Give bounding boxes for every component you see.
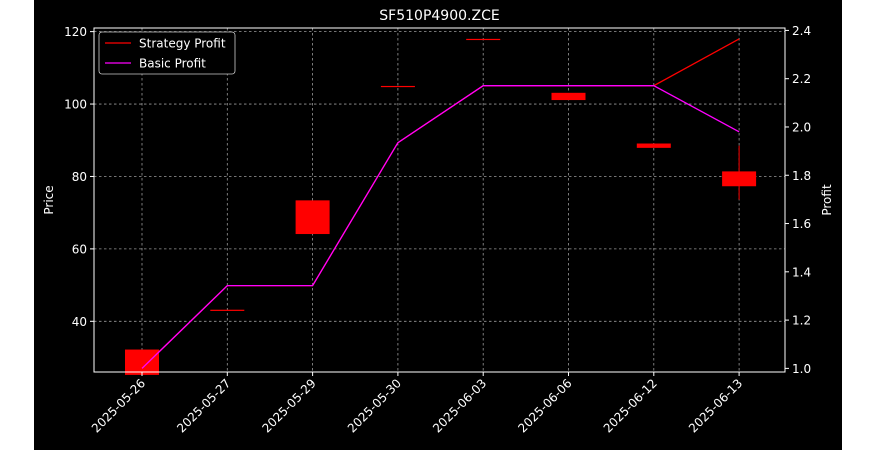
y-right-tick-label: 1.6 [792,217,811,231]
candles [125,38,757,375]
figure-background [34,0,842,450]
grid-lines [94,28,785,372]
legend-label-0: Strategy Profit [139,37,226,51]
y-right-tick-label: 1.8 [792,169,811,183]
y-left-tick-label: 60 [72,242,87,256]
legend: Strategy Profit Basic Profit [98,31,236,75]
candle-body [210,309,245,311]
candle-body [466,38,501,41]
series-line-1 [141,85,740,369]
y-left-tick-label: 120 [64,25,87,39]
y-left-axis-label: Price [42,185,56,214]
y-left-tick-label: 100 [64,98,87,112]
y-right-tick-label: 1.2 [792,314,811,328]
chart-title: SF510P4900.ZCE [379,8,499,24]
candle [466,38,501,41]
candle-body [722,171,757,187]
candle-body [636,143,671,148]
y-right-tick-label: 2.4 [792,24,811,38]
legend-box [98,31,236,75]
y-right-tick-label: 2.0 [792,120,811,134]
candle [551,92,586,101]
candle-body [125,349,159,375]
legend-label-1: Basic Profit [139,57,206,71]
candle [210,309,245,311]
candle-body [551,92,586,101]
candle-body [380,85,415,88]
candle [295,200,330,235]
candle [636,143,671,148]
candle [380,85,415,88]
y-right-tick-label: 1.0 [792,362,811,376]
y-right-tick-label: 2.2 [792,72,811,86]
candle [722,145,757,200]
y-left-tick-label: 80 [72,170,87,184]
y-left-tick-label: 40 [72,315,87,329]
candle-body [295,200,330,235]
plot-frame [93,27,786,373]
y-right-axis-label: Profit [820,184,834,216]
y-right-tick-label: 1.4 [792,265,811,279]
candle [125,349,159,375]
